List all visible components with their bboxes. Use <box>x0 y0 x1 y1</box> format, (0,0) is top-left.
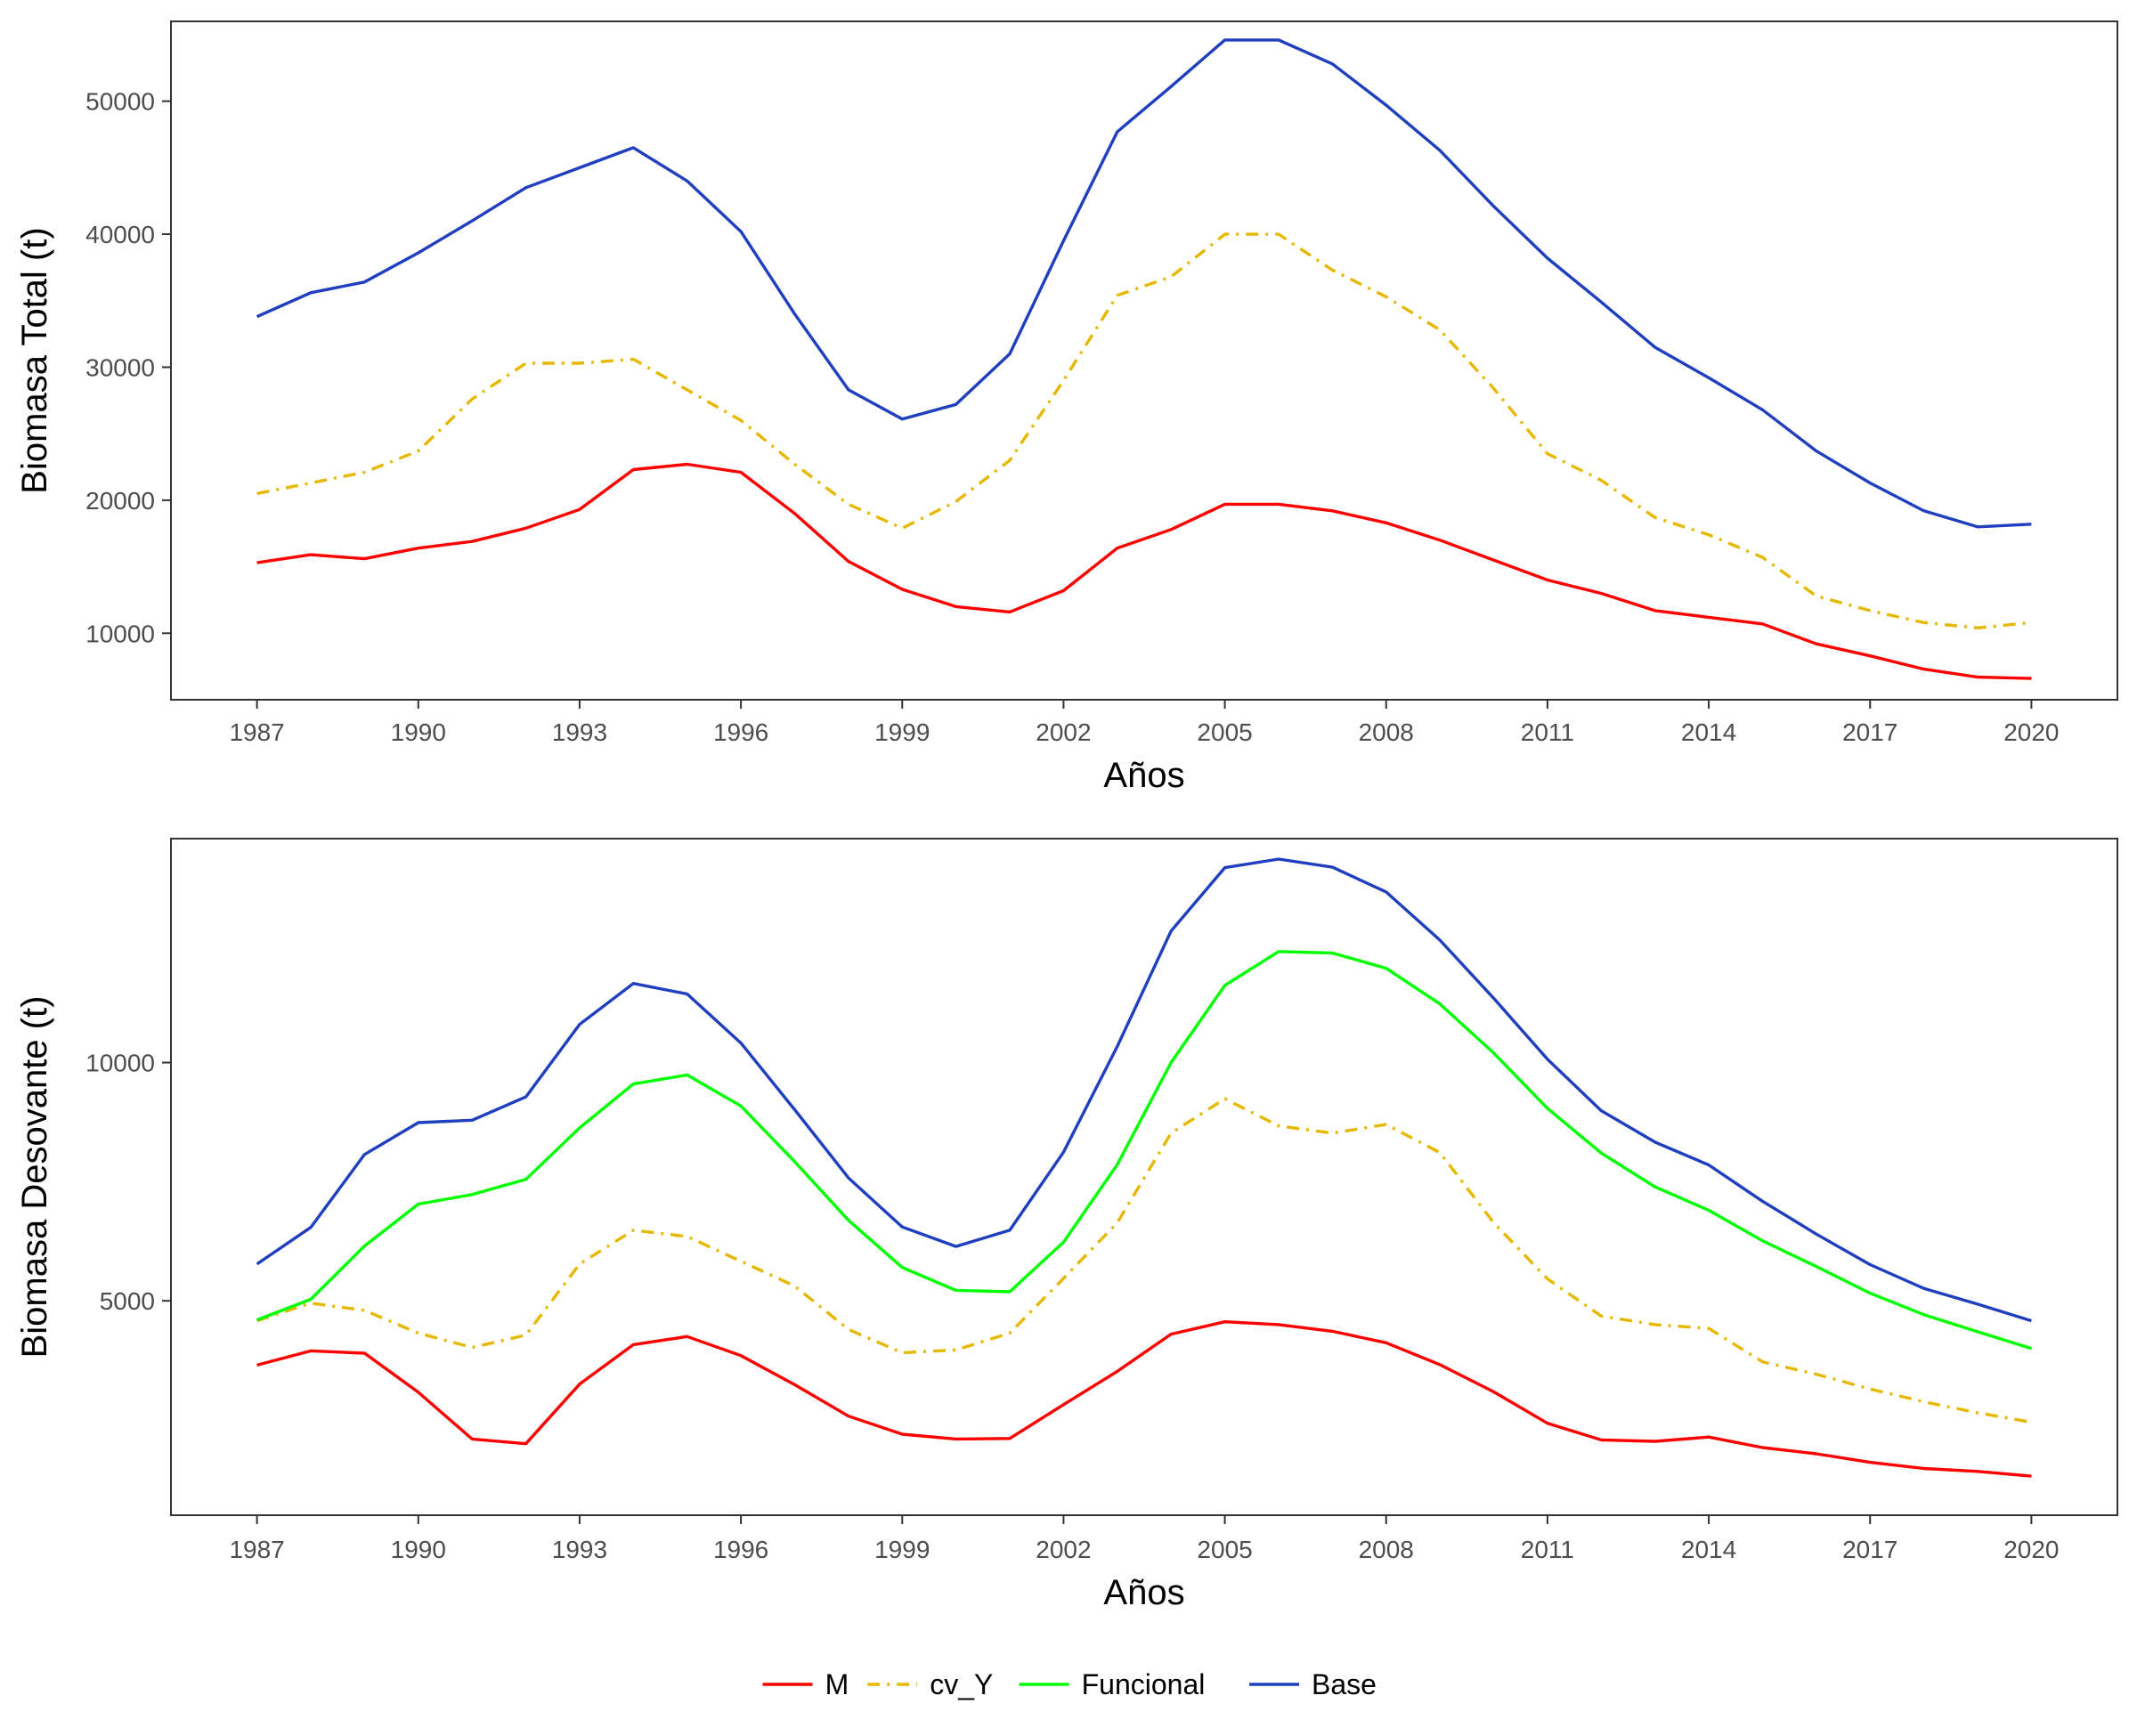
x-axis-title: Años <box>1103 756 1184 795</box>
x-tick-label: 1990 <box>391 718 446 746</box>
y-tick-label: 40000 <box>85 221 155 248</box>
x-tick-label: 2005 <box>1197 718 1252 746</box>
legend-label: cv_Y <box>930 1668 993 1700</box>
x-tick-label: 1990 <box>391 1536 446 1563</box>
x-axis-title: Años <box>1103 1573 1184 1612</box>
legend-label: Base <box>1312 1668 1377 1700</box>
x-tick-label: 2014 <box>1681 718 1736 746</box>
x-tick-label: 2002 <box>1036 1536 1091 1563</box>
x-tick-label: 2008 <box>1359 718 1414 746</box>
x-tick-label: 1996 <box>713 718 768 746</box>
plot-frame <box>170 20 2118 701</box>
panel-biomasa-total: 10000 20000 30000 40000 50000 1987 1990 1993 199… <box>15 20 2118 795</box>
x-tick-label: 1996 <box>713 1536 768 1563</box>
x-tick-label: 2002 <box>1036 718 1091 746</box>
x-tick-label: 2011 <box>1521 718 1574 746</box>
x-tick-label: 1999 <box>874 718 930 746</box>
x-tick-label: 2008 <box>1359 1536 1414 1563</box>
y-tick-label: 30000 <box>85 353 155 381</box>
y-tick-label: 50000 <box>85 88 155 116</box>
series-line-funcional <box>256 950 2032 1351</box>
x-tick-label: 2011 <box>1521 1536 1574 1563</box>
series-line-base <box>256 857 2032 1323</box>
x-tick-label: 1993 <box>552 718 607 746</box>
x-tick-label: 2020 <box>2003 1536 2059 1563</box>
x-tick-label: 1987 <box>229 1536 284 1563</box>
plot-frame <box>170 838 2118 1516</box>
x-tick-label: 2014 <box>1681 1536 1736 1563</box>
y-tick-label: 5000 <box>100 1287 155 1315</box>
series-line-m <box>256 462 2032 680</box>
y-tick-label: 10000 <box>85 1050 155 1077</box>
x-tick-label: 2020 <box>2003 718 2059 746</box>
series-line-base <box>256 38 2032 529</box>
series-line-cv-y <box>256 1097 2032 1424</box>
y-tick-label: 10000 <box>85 620 155 647</box>
x-tick-label: 1987 <box>229 718 284 746</box>
y-axis-title: Biomasa Desovante (t) <box>15 996 54 1359</box>
legend-label: M <box>825 1668 849 1700</box>
legend-label: Funcional <box>1082 1668 1206 1700</box>
panel-biomasa-desovante: 5000 10000 1987 1990 1993 1996 1999 2002 2005 200… <box>15 838 2118 1612</box>
y-axis-title: Biomasa Total (t) <box>15 227 54 493</box>
series-line-m <box>256 1319 2032 1478</box>
x-tick-label: 2017 <box>1842 718 1897 746</box>
series-line-cv-y <box>256 232 2032 629</box>
x-tick-label: 2005 <box>1197 1536 1252 1563</box>
x-tick-label: 1993 <box>552 1536 607 1563</box>
x-tick-label: 1999 <box>874 1536 930 1563</box>
y-tick-label: 20000 <box>85 487 155 515</box>
x-tick-label: 2017 <box>1842 1536 1897 1563</box>
